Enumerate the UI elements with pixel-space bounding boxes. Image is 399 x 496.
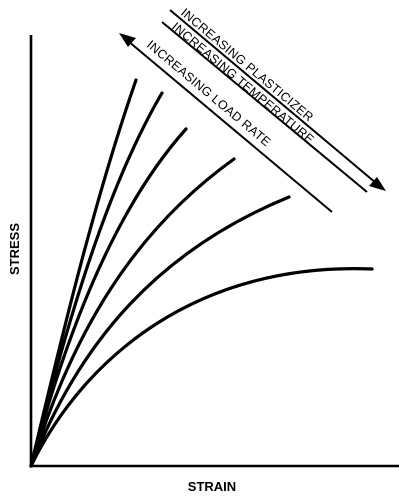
curve-4 — [29, 157, 236, 468]
trend-arrows — [119, 9, 386, 213]
curve-5 — [29, 195, 291, 468]
plasticizer-arrowhead — [369, 177, 386, 191]
load-rate-arrow — [127, 40, 333, 213]
temperature-arrow — [161, 21, 368, 193]
y-axis-label: STRESS — [7, 223, 22, 275]
x-axis-label: STRAIN — [188, 479, 236, 494]
load-rate-arrowhead — [119, 33, 136, 47]
curve-6 — [29, 267, 374, 468]
plasticizer-arrow — [169, 9, 377, 184]
stress-strain-curves — [29, 78, 374, 468]
plasticizer-label: INCREASING PLASTICIZER — [178, 6, 316, 125]
curve-3 — [29, 127, 188, 468]
